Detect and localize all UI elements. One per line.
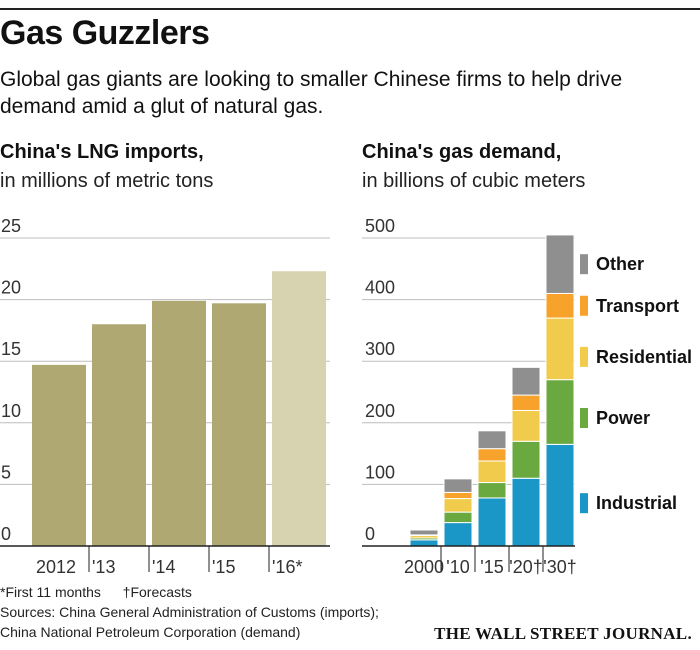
legend-label-transport: Transport [596,296,679,316]
lng-x-tick-label: '15 [212,557,235,577]
legend-swatch-other [580,254,588,275]
legend-swatch-residential [580,346,588,367]
legend-swatch-transport [580,295,588,316]
lng-chart-subtitle: in millions of metric tons [0,170,214,192]
demand-bar-segment-transport [545,292,575,319]
legend-label-residential: Residential [596,347,692,367]
legend-label-power: Power [596,408,650,428]
lng-bar [152,300,206,546]
demand-bar-segment-other [409,529,439,536]
demand-y-tick-label: 0 [365,524,375,544]
demand-bar-segment-industrial [511,477,541,547]
lng-y-tick-label: 15 [1,339,21,359]
footnotes: *First 11 months †Forecasts Sources: Chi… [0,582,379,642]
lng-bar [212,303,266,546]
lng-y-tick-label: 5 [1,462,11,482]
lng-y-tick-label: 25 [1,216,21,236]
legend-label-industrial: Industrial [596,493,677,513]
demand-y-tick-label: 100 [365,462,395,482]
lng-x-tick-label: '16* [272,557,302,577]
lng-bar [92,324,146,546]
subtitle-line-1: Global gas giants are looking to smaller… [0,68,623,91]
lng-x-tick-label: '14 [152,557,175,577]
demand-bar-segment-other [545,234,575,294]
lng-chart-title: China's LNG imports, [0,141,204,163]
footnote-sources-1: Sources: China General Administration of… [0,604,379,620]
demand-bar-segment-transport [443,491,473,500]
demand-bar-segment-other [511,366,541,396]
demand-bar-segment-residential [545,317,575,381]
demand-x-tick-label: '20† [509,557,542,577]
footnote-forecasts: †Forecasts [122,584,192,600]
demand-bar-segment-residential [477,460,507,484]
demand-bar-segment-industrial [545,443,575,547]
demand-bar-segment-industrial [443,522,473,547]
legend-swatch-industrial [580,493,588,514]
headline: Gas Guzzlers [0,14,210,52]
demand-bar-segment-other [443,478,473,493]
demand-chart-title: China's gas demand, [362,141,562,163]
demand-bar-segment-power [477,482,507,499]
demand-bar-segment-transport [511,394,541,411]
legend-label-other: Other [596,254,644,274]
demand-x-tick-label: '30† [543,557,576,577]
demand-y-tick-label: 200 [365,401,395,421]
subtitle-line-2: demand amid a glut of natural gas. [0,95,324,118]
lng-x-tick-label: '13 [92,557,115,577]
top-rule [0,8,700,10]
footnote-first-months: *First 11 months [0,584,101,600]
demand-bar-segment-power [545,379,575,445]
demand-y-tick-label: 400 [365,278,395,298]
demand-x-tick-label: 2000 [404,557,444,577]
demand-x-tick-label: '10 [446,557,469,577]
demand-bar-segment-residential [511,409,541,442]
demand-bar-segment-industrial [409,539,439,547]
demand-y-tick-label: 500 [365,216,395,236]
demand-bar-segment-other [477,430,507,450]
legend-swatch-power [580,408,588,429]
demand-bar-segment-power [443,511,473,524]
demand-chart-subtitle: in billions of cubic meters [362,170,586,192]
demand-bar-segment-power [511,440,541,479]
demand-y-tick-label: 300 [365,339,395,359]
demand-bar-segment-industrial [477,497,507,547]
lng-bar [32,364,86,546]
lng-y-tick-label: 10 [1,401,21,421]
lng-y-tick-label: 0 [1,524,11,544]
demand-x-tick-label: '15 [480,557,503,577]
lng-x-tick-label: 2012 [36,557,76,577]
lng-bar [272,271,326,546]
subtitle: Global gas giants are looking to smaller… [0,66,700,120]
footnote-sources-2: China National Petroleum Corporation (de… [0,624,301,640]
lng-y-tick-label: 20 [1,278,21,298]
wsj-masthead: THE WALL STREET JOURNAL. [434,624,692,643]
demand-bar-segment-transport [477,448,507,462]
demand-bar-segment-residential [443,498,473,513]
